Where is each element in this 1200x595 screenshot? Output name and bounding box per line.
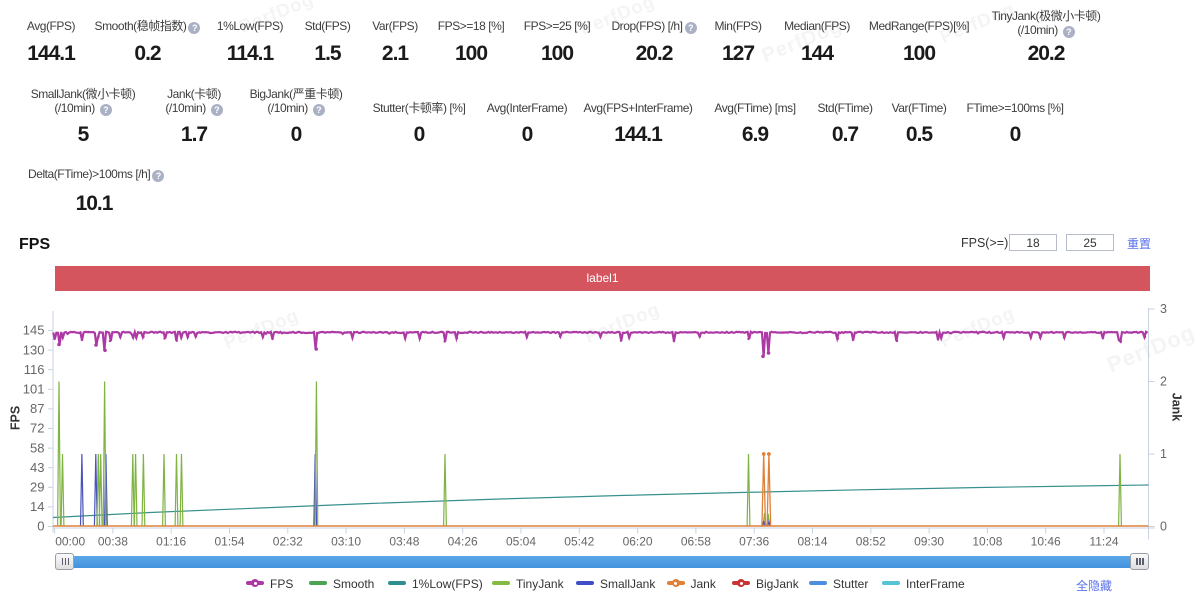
svg-text:0: 0 <box>1160 520 1167 534</box>
svg-text:3: 3 <box>1160 302 1167 316</box>
svg-text:43: 43 <box>30 460 44 475</box>
svg-text:Jank: Jank <box>1170 393 1184 422</box>
svg-text:14: 14 <box>30 499 44 514</box>
svg-text:29: 29 <box>30 480 44 495</box>
svg-text:06:20: 06:20 <box>623 535 653 549</box>
svg-text:07:36: 07:36 <box>739 535 769 549</box>
svg-text:72: 72 <box>30 421 44 436</box>
svg-text:01:54: 01:54 <box>214 535 244 549</box>
svg-text:05:04: 05:04 <box>506 535 536 549</box>
svg-text:06:58: 06:58 <box>681 535 711 549</box>
svg-text:05:42: 05:42 <box>564 535 594 549</box>
svg-text:10:46: 10:46 <box>1031 535 1061 549</box>
svg-text:1: 1 <box>1160 447 1167 461</box>
svg-text:101: 101 <box>23 382 45 397</box>
svg-text:00:38: 00:38 <box>98 535 128 549</box>
svg-text:130: 130 <box>23 342 45 357</box>
svg-text:04:26: 04:26 <box>448 535 478 549</box>
svg-text:01:16: 01:16 <box>156 535 186 549</box>
svg-text:145: 145 <box>23 323 45 338</box>
svg-text:08:14: 08:14 <box>797 535 827 549</box>
svg-text:58: 58 <box>30 440 44 455</box>
svg-text:00:00: 00:00 <box>55 535 85 549</box>
svg-text:03:10: 03:10 <box>331 535 361 549</box>
svg-text:87: 87 <box>30 401 44 416</box>
svg-text:FPS: FPS <box>9 406 23 430</box>
svg-text:2: 2 <box>1160 375 1167 389</box>
svg-text:08:52: 08:52 <box>856 535 886 549</box>
svg-text:09:30: 09:30 <box>914 535 944 549</box>
svg-text:03:48: 03:48 <box>389 535 419 549</box>
svg-text:11:24: 11:24 <box>1089 535 1118 549</box>
svg-text:10:08: 10:08 <box>972 535 1002 549</box>
svg-text:02:32: 02:32 <box>273 535 303 549</box>
svg-text:116: 116 <box>24 362 45 377</box>
svg-text:0: 0 <box>37 519 44 534</box>
